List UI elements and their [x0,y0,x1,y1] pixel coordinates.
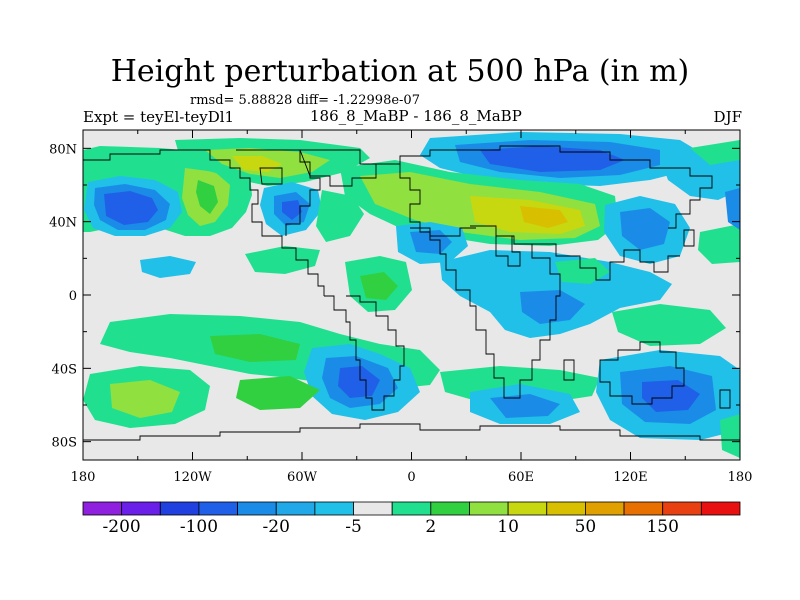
coastline-australia [599,341,685,405]
contour-south-atlantic-low-core [338,366,380,398]
contour-central-america-green [245,246,320,274]
colorbar-swatch [121,501,161,516]
coastline-antarctica [83,423,740,441]
coastline-madagascar [563,359,575,381]
y-tick-label: 80S [52,436,77,451]
axis-tick-labels: 80N 40N 0 40S 80S 180 120W 60W 0 60E 120E 180 [49,142,752,485]
x-tick-label: 60E [508,470,534,485]
colorbar-swatch [275,501,316,516]
contour-southern-ocean-green [236,376,320,410]
contour-east-pacific-blue [140,256,196,278]
contour-south-pacific-green-core [210,334,300,362]
colorbar-label: 150 [646,517,678,537]
contour-eurasian-ridge-core [520,206,568,228]
colorbar-label: 2 [425,517,436,537]
colorbar-label: 50 [575,517,597,537]
stats-line: rmsd= 5.88828 diff= -1.22998e-07 [190,93,420,108]
colorbar [82,501,741,516]
coastline-arabia [495,235,521,267]
coastline-south-america [324,295,405,411]
x-tick-label: 60W [287,470,318,485]
contour-nw-pacific-green [698,224,740,264]
contour-east-south-pacific-green [612,304,726,346]
colorbar-swatch [159,501,200,516]
colorbar-label: 10 [497,517,519,537]
contour-north-atlantic-green-ring [316,190,364,242]
contour-atlantic-green-core [360,272,398,300]
coastline-south-asia [532,243,680,281]
colorbar-label: -20 [263,517,290,537]
colorbar-swatch [391,501,432,516]
coastlines [83,145,740,441]
colorbar-labels: -200 -100 -20 -5 2 10 50 150 [103,517,679,537]
colorbar-swatch [430,501,470,516]
y-tick-label: 40S [52,362,77,377]
colorbar-swatch [82,501,123,516]
y-tick-label: 0 [69,289,77,304]
coastline-new-zealand [719,389,731,409]
coastline-greenland [299,149,377,187]
coastline-eurasia-north [376,145,713,229]
axis-ticks [82,130,741,460]
contour-north-atlantic-low-center [282,200,302,220]
coastline-mediterranean [410,227,476,237]
contour-arctic-low-core [480,146,625,172]
contour-south-pacific-ridge-core [110,380,180,418]
contour-field [83,130,740,460]
runs-label: 186_8_MaBP - 186_8_MaBP [310,107,522,125]
plot-title: Height perturbation at 500 hPa (in m) [110,54,690,89]
coastline-hudson-bay [259,167,283,185]
x-tick-label: 180 [71,470,96,485]
colorbar-swatch [546,501,586,516]
colorbar-swatch [700,501,741,516]
x-tick-label: 120W [173,470,212,485]
colorbar-swatch [507,501,548,516]
colorbar-label: -100 [180,517,218,537]
colorbar-swatch [353,501,393,516]
colorbar-swatch [623,501,664,516]
contour-south-indian-low-core [490,394,560,418]
contour-antarctic-edge-green [720,414,740,458]
colorbar-swatch [314,501,354,516]
y-tick-label: 40N [49,216,77,231]
x-tick-label: 0 [407,470,415,485]
x-tick-label: 120E [613,470,647,485]
colorbar-label: -5 [345,517,362,537]
coastline-north-america [83,149,325,296]
y-tick-label: 80N [49,142,77,157]
coastline-japan [683,229,695,247]
contour-north-pacific-low-core [104,191,158,225]
colorbar-swatch [469,501,509,516]
contour-indian-ocean-blue-core [520,290,585,324]
coastline-north-america-east [236,149,321,236]
experiment-label: Expt = teyEl-teyDl1 [83,108,235,126]
colorbar-swatch [237,501,277,516]
coastline-europe-africa [399,164,561,399]
contour-south-pacific-low-core [642,380,700,412]
contour-north-pacific-ridge-core [196,180,218,214]
contour-east-asia-low-core [620,208,670,250]
x-tick-label: 180 [728,470,753,485]
season-label: DJF [713,108,742,126]
colorbar-label: -200 [103,517,141,537]
contour-arctic-east-ridge [690,140,740,165]
colorbar-swatch [198,501,238,516]
colorbar-swatch [585,501,625,516]
colorbar-swatch [662,501,702,516]
contour-dateline-low [725,188,740,230]
